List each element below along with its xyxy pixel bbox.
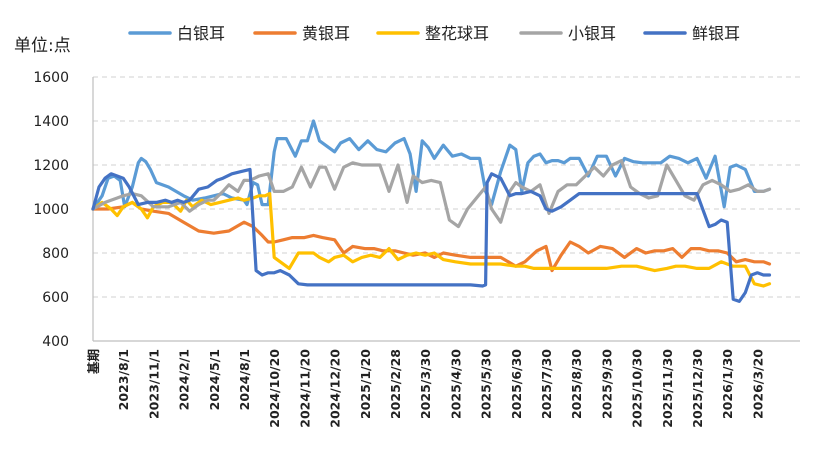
- x-tick-label: 2024/10/20: [267, 349, 282, 428]
- x-tick-label: 2025/2/28: [388, 349, 403, 419]
- x-tick-label: 2025/7/30: [539, 349, 554, 419]
- grid-lines: [93, 76, 800, 298]
- x-tick-label: 2025/8/30: [569, 349, 584, 419]
- x-tick-label: 2023/11/1: [146, 349, 161, 419]
- series-line-小银耳: [91, 159, 772, 229]
- x-tick-label: 2025/10/30: [630, 349, 645, 428]
- x-tick-label: 2024/2/1: [177, 349, 192, 410]
- x-tick-label: 2026/1/30: [720, 349, 735, 419]
- x-tick-label: 2025/4/30: [448, 349, 463, 419]
- series-line-鲜银耳: [91, 167, 772, 303]
- legend-label: 小银耳: [568, 24, 616, 43]
- series-line-黄银耳: [91, 200, 772, 273]
- legend-label: 整花球耳: [425, 24, 489, 43]
- x-tick-labels: 基期 2023/8/1 2023/11/1 2024/2/1 2024/5/1 2024/…: [86, 349, 765, 428]
- y-tick-label: 1200: [33, 158, 69, 174]
- y-axis-unit-label: 单位:点: [14, 36, 71, 56]
- legend-label: 白银耳: [177, 24, 225, 43]
- y-tick-label: 800: [42, 246, 69, 262]
- series-line-白银耳: [91, 119, 772, 211]
- x-tick-label: 2024/11/20: [297, 349, 312, 428]
- y-tick-label: 400: [42, 334, 69, 350]
- x-tick-label: 2024/5/1: [207, 349, 222, 410]
- x-tick-label: 2024/8/1: [237, 349, 252, 410]
- x-tick-label: 2025/12/30: [690, 349, 705, 428]
- x-tick-label: 2025/1/20: [358, 349, 373, 419]
- y-tick-labels: 400 600 800 1000 1200 1400 1600: [33, 70, 69, 350]
- x-tick-label: 2025/6/30: [509, 349, 524, 419]
- x-tick-label: 2025/3/30: [418, 349, 433, 419]
- y-tick-label: 1600: [33, 70, 69, 86]
- x-tick-label: 2023/8/1: [116, 349, 131, 410]
- y-tick-label: 1000: [33, 202, 69, 218]
- x-tick-label: 2025/9/30: [599, 349, 614, 419]
- x-tick-label: 2025/11/30: [660, 349, 675, 428]
- x-tick-label: 基期: [86, 349, 101, 375]
- y-tick-label: 1400: [33, 114, 69, 130]
- x-tick-label: 2024/12/20: [328, 349, 343, 428]
- legend: 白银耳 黄银耳 整花球耳 小银耳 鲜银耳: [128, 24, 740, 43]
- legend-label: 黄银耳: [302, 24, 350, 43]
- legend-label: 鲜银耳: [692, 24, 740, 43]
- x-tick-label: 2025/5/30: [479, 349, 494, 419]
- x-tick-label: 2026/3/20: [750, 349, 765, 419]
- series-lines: [91, 119, 772, 303]
- y-tick-label: 600: [42, 290, 69, 306]
